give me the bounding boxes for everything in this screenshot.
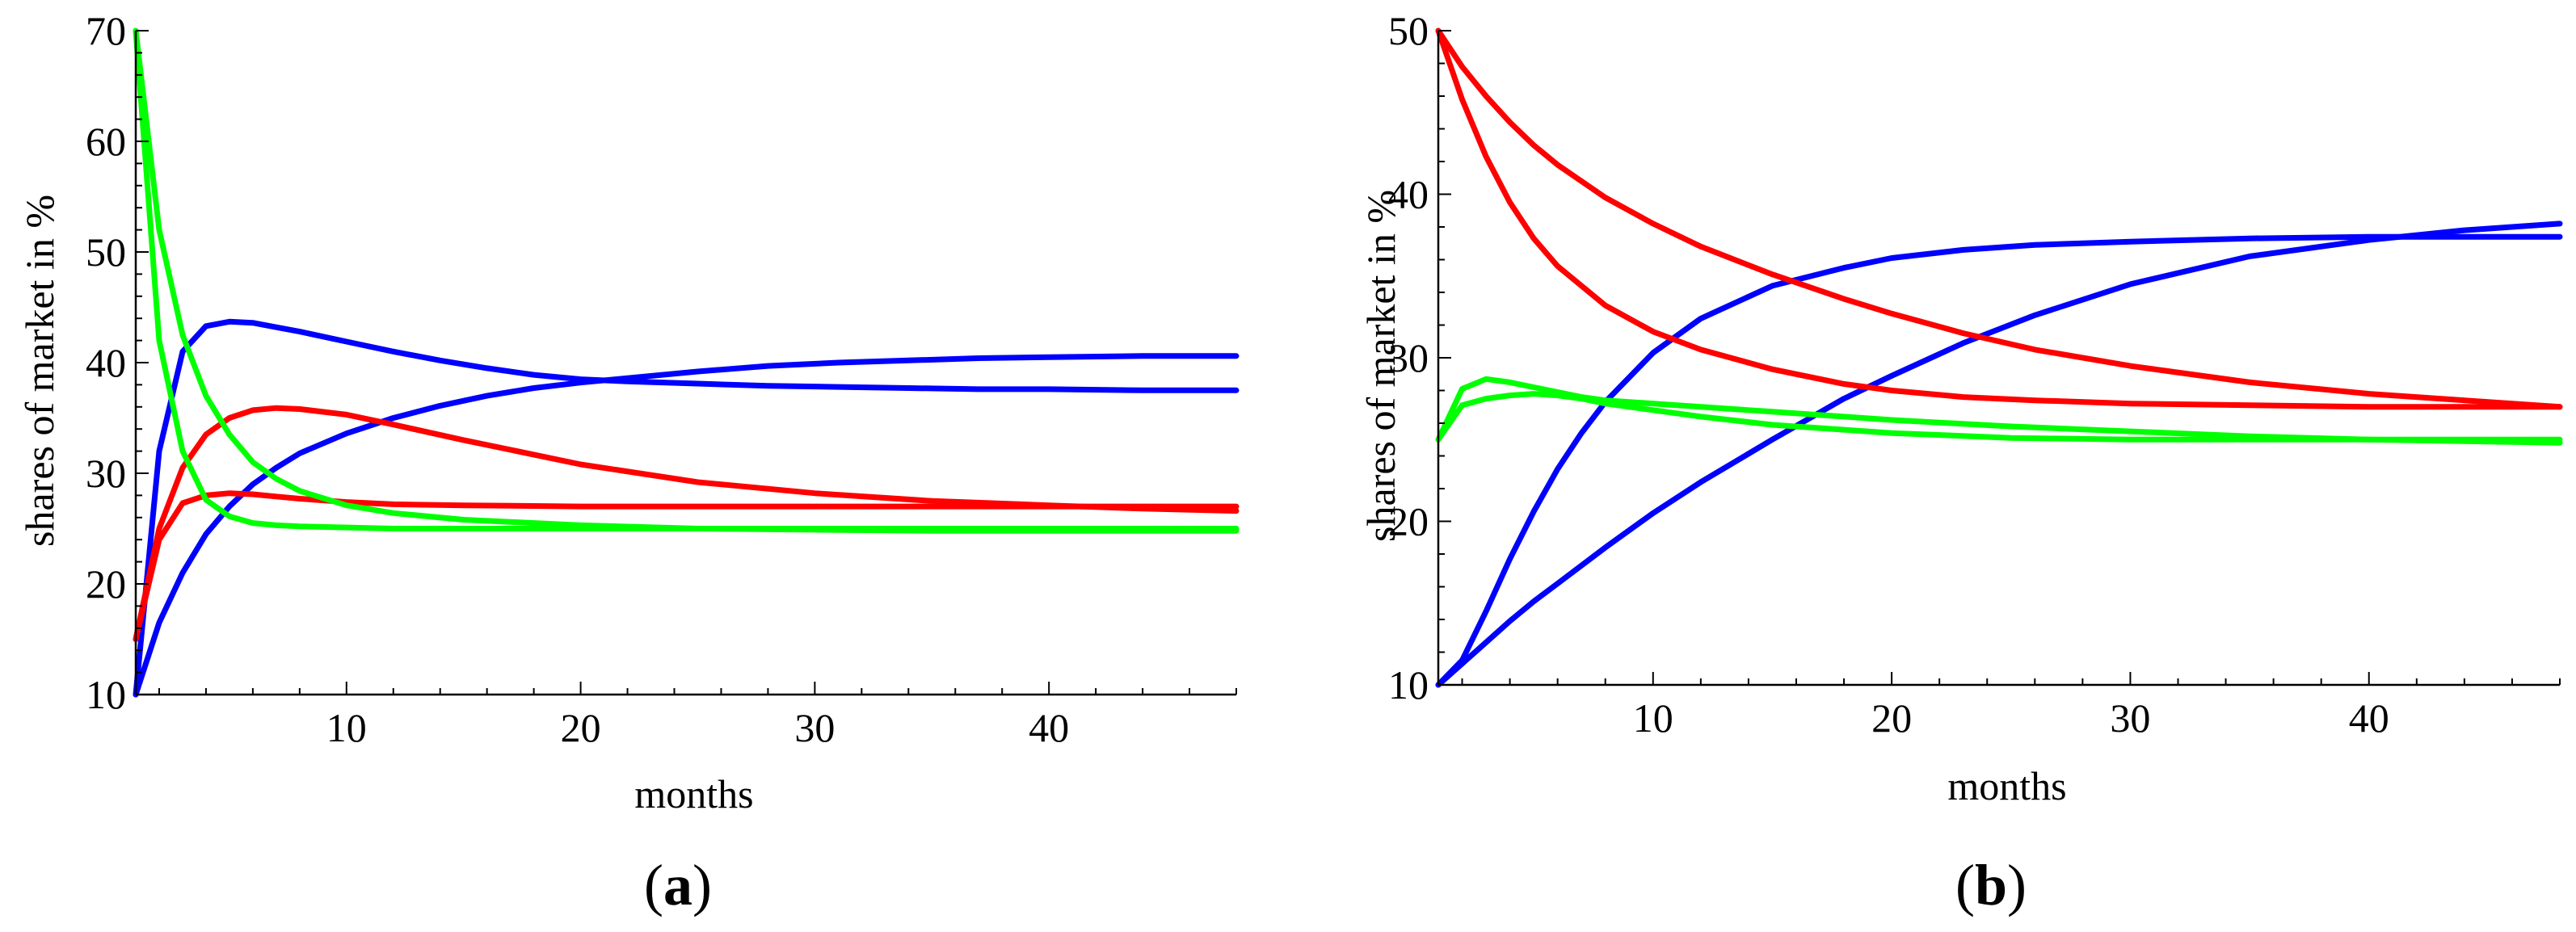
series-line-red-1 [133, 405, 1240, 642]
y-tick-label: 10 [86, 672, 126, 717]
tick-labels: 10 20 30 40 10 20 30 40 50 [1388, 8, 2389, 741]
y-tick-label: 20 [1388, 499, 1429, 544]
series-lines [1435, 27, 2563, 688]
series-line-green-1 [1435, 391, 2563, 443]
y-tick-label: 20 [86, 561, 126, 607]
panel-letter: b [1975, 853, 2007, 917]
series-line-green-2 [133, 27, 1240, 534]
x-tick-label: 10 [1633, 695, 1673, 741]
series-line-blue-2 [133, 353, 1240, 698]
chart-panel-b: 10 20 30 40 10 20 30 40 50 months shares of mark… [1358, 8, 2563, 917]
x-tick-label: 20 [1871, 695, 1912, 741]
x-tick-label: 40 [1029, 705, 1069, 750]
y-axis-title: shares of market in % [1358, 190, 1404, 542]
tick-labels: 10 20 30 40 10 20 30 40 50 60 70 [86, 8, 1069, 750]
y-tick-label: 60 [86, 119, 126, 164]
series-line-red-1 [1435, 27, 2563, 410]
x-tick-label: 30 [794, 705, 835, 750]
x-tick-label: 20 [561, 705, 601, 750]
series-line-green-2 [1435, 376, 2563, 446]
panel-letter: a [663, 853, 692, 917]
x-tick-label: 30 [2110, 695, 2150, 741]
y-tick-label: 50 [1388, 8, 1429, 53]
panel-label-b: (b) [1955, 853, 2027, 917]
series-line-red-2 [133, 490, 1240, 642]
axes [134, 30, 1237, 696]
series-line-red-2 [1435, 27, 2563, 410]
y-tick-label: 30 [86, 451, 126, 496]
x-tick-label: 40 [2349, 695, 2389, 741]
x-tick-label: 10 [326, 705, 367, 750]
panel-label-a: (a) [644, 853, 712, 917]
x-axis-title: months [1947, 763, 2066, 808]
y-tick-label: 70 [86, 8, 126, 53]
series-lines [133, 27, 1240, 698]
axes [1437, 30, 2561, 686]
y-tick-label: 40 [1388, 172, 1429, 217]
series-line-blue-1 [1435, 233, 2563, 688]
y-tick-label: 50 [86, 229, 126, 275]
series-line-blue-1 [133, 318, 1240, 698]
y-tick-label: 40 [86, 340, 126, 385]
chart-panel-a: 10 20 30 40 10 20 30 40 50 60 70 months shares of … [17, 8, 1240, 917]
series-line-blue-2 [1435, 220, 2563, 688]
y-tick-label: 30 [1388, 335, 1429, 380]
y-tick-label: 10 [1388, 662, 1429, 707]
x-axis-title: months [634, 771, 753, 817]
y-axis-title: shares of market in % [17, 195, 62, 547]
